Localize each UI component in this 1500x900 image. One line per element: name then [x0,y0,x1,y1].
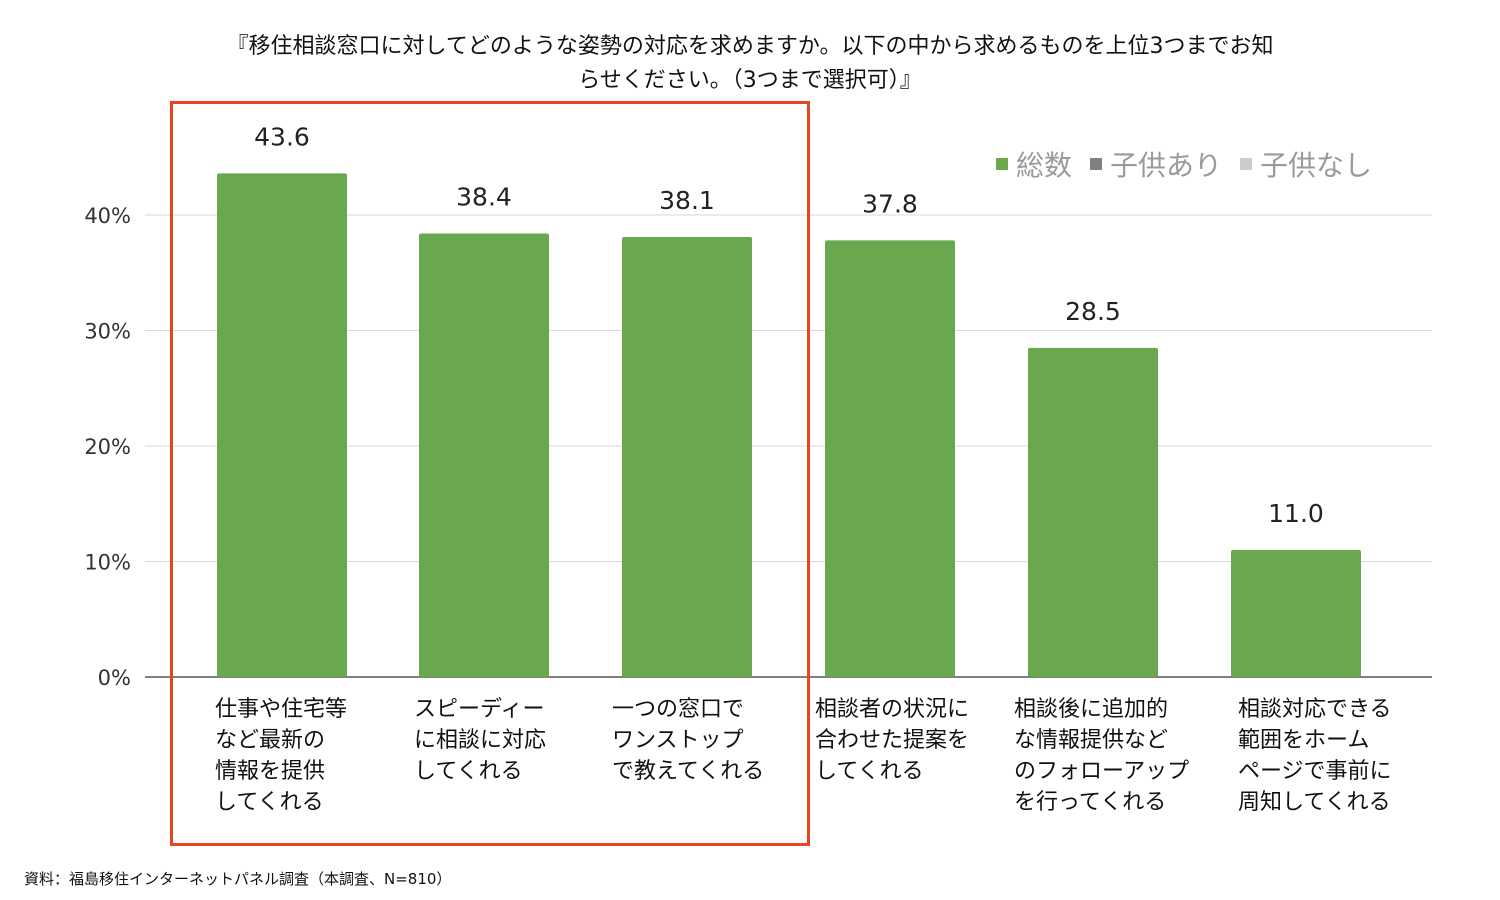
category-label: 仕事や住宅等 など最新の 情報を提供 してくれる [215,697,348,815]
data-label: 37.8 [862,189,918,218]
bar [217,173,347,678]
y-tick-label: 0% [98,666,131,690]
legend-item-total: 総数 [996,144,1072,184]
category-label: 一つの窓口で ワンストップ で教えてくれる [612,697,765,784]
legend-item-without-children: 子供なし [1240,144,1372,184]
legend-swatch-without-children [1240,158,1253,170]
data-label: 11.0 [1268,499,1324,528]
bar [1028,347,1158,677]
chart-legend: 総数 子供あり 子供なし [996,144,1372,184]
bar [825,240,955,677]
legend-label-with-children: 子供あり [1110,149,1223,182]
data-label: 28.5 [1065,297,1121,326]
legend-swatch-total [996,158,1008,170]
chart-title: 『移住相談窓口に対してどのような姿勢の対応を求めますか。以下の中から求めるものを… [150,30,1350,98]
legend-swatch-with-children [1090,158,1103,170]
y-tick-label: 40% [84,204,131,228]
data-label: 38.4 [456,182,512,211]
data-label: 43.6 [254,122,310,151]
bar [1231,549,1361,677]
source-note: 資料：福島移住インターネットパネル調査（本調査、N=810） [24,870,452,888]
y-tick-label: 20% [84,435,131,459]
legend-label-total: 総数 [1016,149,1073,182]
category-label: 相談対応できる 範囲をホーム ページで事前に 周知してくれる [1238,697,1392,815]
legend-item-with-children: 子供あり [1090,144,1222,184]
data-label: 38.1 [659,186,715,215]
category-label: スピーディー に相談に対応 してくれる [414,697,547,784]
y-tick-label: 30% [84,320,131,344]
y-tick-label: 10% [84,551,131,575]
category-label: 相談後に追加的 な情報提供など のフォローアップ を行ってくれる [1014,697,1190,815]
title-line-2: らせください。（3つまで選択可）』 [578,68,922,93]
bar [622,236,752,677]
legend-label-without-children: 子供なし [1260,149,1373,182]
title-line-1: 『移住相談窓口に対してどのような姿勢の対応を求めますか。以下の中から求めるものを… [226,34,1274,59]
category-label: 相談者の状況に 合わせた提案を してくれる [815,697,970,784]
bar [419,233,549,678]
highlight-box [170,101,810,846]
